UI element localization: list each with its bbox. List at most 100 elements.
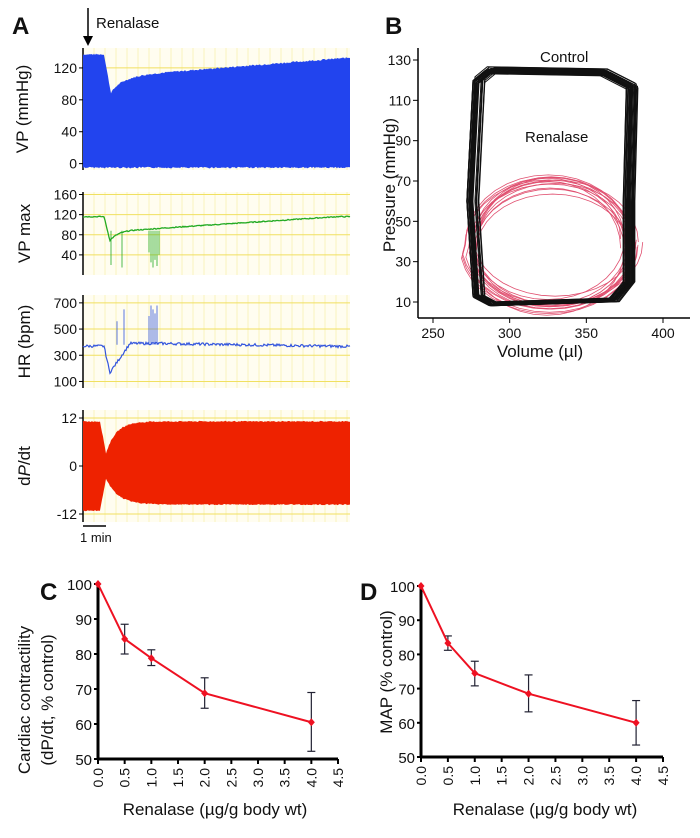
x-tick-label: 4.0 <box>628 766 644 786</box>
y-tick-label: 110 <box>389 92 412 108</box>
y-axis-label-line1: Cardiac contractility <box>15 625 34 774</box>
y-axis-label: HR (bpm) <box>15 305 34 379</box>
data-point <box>632 718 640 727</box>
y-tick-label: 12 <box>61 410 77 426</box>
y-tick-label: 500 <box>54 321 78 337</box>
italic-p: P <box>15 464 34 476</box>
y-tick-label: 60 <box>75 717 92 734</box>
data-point <box>147 654 155 663</box>
control-pv-loop <box>475 69 628 305</box>
track-vpmax: 40 80 120 160 VP max <box>15 187 351 275</box>
legend-control: Control <box>540 49 588 66</box>
data-point <box>121 634 129 643</box>
y-tick-label: 100 <box>54 373 78 389</box>
y-tick-label: 40 <box>61 247 77 263</box>
data-point <box>417 582 425 590</box>
x-tick-label: 300 <box>498 325 522 341</box>
control-pv-loop <box>476 67 637 304</box>
x-tick-label: 3.5 <box>277 768 293 788</box>
y-tick-label: 100 <box>390 579 415 596</box>
control-pv-loop <box>477 70 631 306</box>
track-background <box>83 295 350 388</box>
x-tick-label: 400 <box>651 325 675 341</box>
control-pv-loop <box>478 67 627 306</box>
y-tick-label: 50 <box>75 752 92 769</box>
x-tick-label: 4.5 <box>655 766 671 786</box>
y-tick-label: 80 <box>61 92 77 108</box>
control-pv-loop <box>475 66 631 304</box>
renalase-pv-loop <box>470 177 625 300</box>
control-pv-loop <box>466 71 636 303</box>
control-pv-loop <box>472 68 634 307</box>
y-tick-label: 120 <box>54 207 78 223</box>
control-pv-loop <box>468 68 633 303</box>
y-tick-label: 100 <box>67 577 92 594</box>
arrow-head-icon <box>83 36 93 46</box>
y-tick-label: 30 <box>395 254 411 270</box>
y-tick-label: 130 <box>388 52 412 68</box>
control-pv-loop <box>471 73 632 306</box>
x-tick-label: 2.5 <box>547 766 563 786</box>
y-tick-label: 90 <box>395 133 411 149</box>
data-point <box>201 689 209 698</box>
track-dpdt: -12 0 12 dP/dt <box>15 410 350 522</box>
x-axis-label: Renalase (µg/g body wt) <box>123 800 308 819</box>
x-tick-label: 1.5 <box>494 766 510 786</box>
track-hr: 100 300 500 700 HR (bpm) <box>15 295 351 389</box>
y-tick-label: 160 <box>54 187 78 203</box>
data-point <box>444 639 452 648</box>
panel-label-a: A <box>12 13 29 40</box>
y-axis-label: MAP (% control) <box>377 610 396 733</box>
x-tick-label: 1.0 <box>467 766 483 786</box>
control-pv-loop <box>468 69 628 305</box>
renalase-pv-loop <box>461 177 639 313</box>
panel-label-b: B <box>385 13 402 40</box>
x-tick-label: 2.0 <box>197 768 213 788</box>
x-tick-label: 3.0 <box>574 766 590 786</box>
x-tick-label: 4.0 <box>303 768 319 788</box>
y-tick-label: 80 <box>75 647 92 664</box>
vpmax-trace <box>82 215 351 243</box>
control-pv-loop <box>466 69 633 305</box>
data-point <box>307 718 315 727</box>
hr-trace <box>82 340 351 375</box>
panel-label-d: D <box>360 579 377 606</box>
y-tick-label: 300 <box>54 347 78 363</box>
legend-renalase: Renalase <box>525 129 588 146</box>
data-point <box>94 580 102 588</box>
x-tick-label: 3.5 <box>601 766 617 786</box>
scale-bar-label: 1 min <box>80 530 112 545</box>
dpdt-trace <box>83 420 350 512</box>
y-tick-label: 60 <box>398 716 415 733</box>
vp-trace <box>83 53 350 169</box>
panel-label-c: C <box>40 579 57 606</box>
control-pv-loop <box>470 69 637 305</box>
x-tick-label: 0.0 <box>413 766 429 786</box>
y-tick-label: 50 <box>395 213 411 229</box>
control-pv-loop <box>471 67 629 304</box>
data-point <box>471 669 479 678</box>
x-tick-label: 4.5 <box>330 768 346 788</box>
x-axis-label: Renalase (µg/g body wt) <box>453 800 638 819</box>
track-vp: 0 40 80 120 VP (mmHg) <box>13 48 350 172</box>
control-pv-loop <box>476 67 632 305</box>
y-tick-label: 0 <box>69 458 77 474</box>
y-tick-label: 120 <box>54 60 78 76</box>
panel-b-pv-loops: Control Renalase Volume (µl) Pressure (m… <box>380 48 690 361</box>
renalase-annotation: Renalase <box>96 15 159 32</box>
x-tick-label: 2.0 <box>521 766 537 786</box>
y-tick-label: 50 <box>398 750 415 767</box>
x-tick-label: 350 <box>575 325 599 341</box>
renalase-pv-loop <box>461 179 638 315</box>
control-pv-loop <box>468 66 636 307</box>
x-tick-label: 2.5 <box>223 768 239 788</box>
y-axis-label-line2: (dP/dt, % control) <box>38 634 57 765</box>
panel-d-chart: MAP (% control) Renalase (µg/g body wt) … <box>377 579 671 819</box>
x-tick-label: 0.0 <box>90 768 106 788</box>
y-tick-label: 80 <box>61 227 77 243</box>
x-tick-label: 3.0 <box>250 768 266 788</box>
y-tick-label: 0 <box>69 156 77 172</box>
control-pv-loop <box>475 68 629 306</box>
